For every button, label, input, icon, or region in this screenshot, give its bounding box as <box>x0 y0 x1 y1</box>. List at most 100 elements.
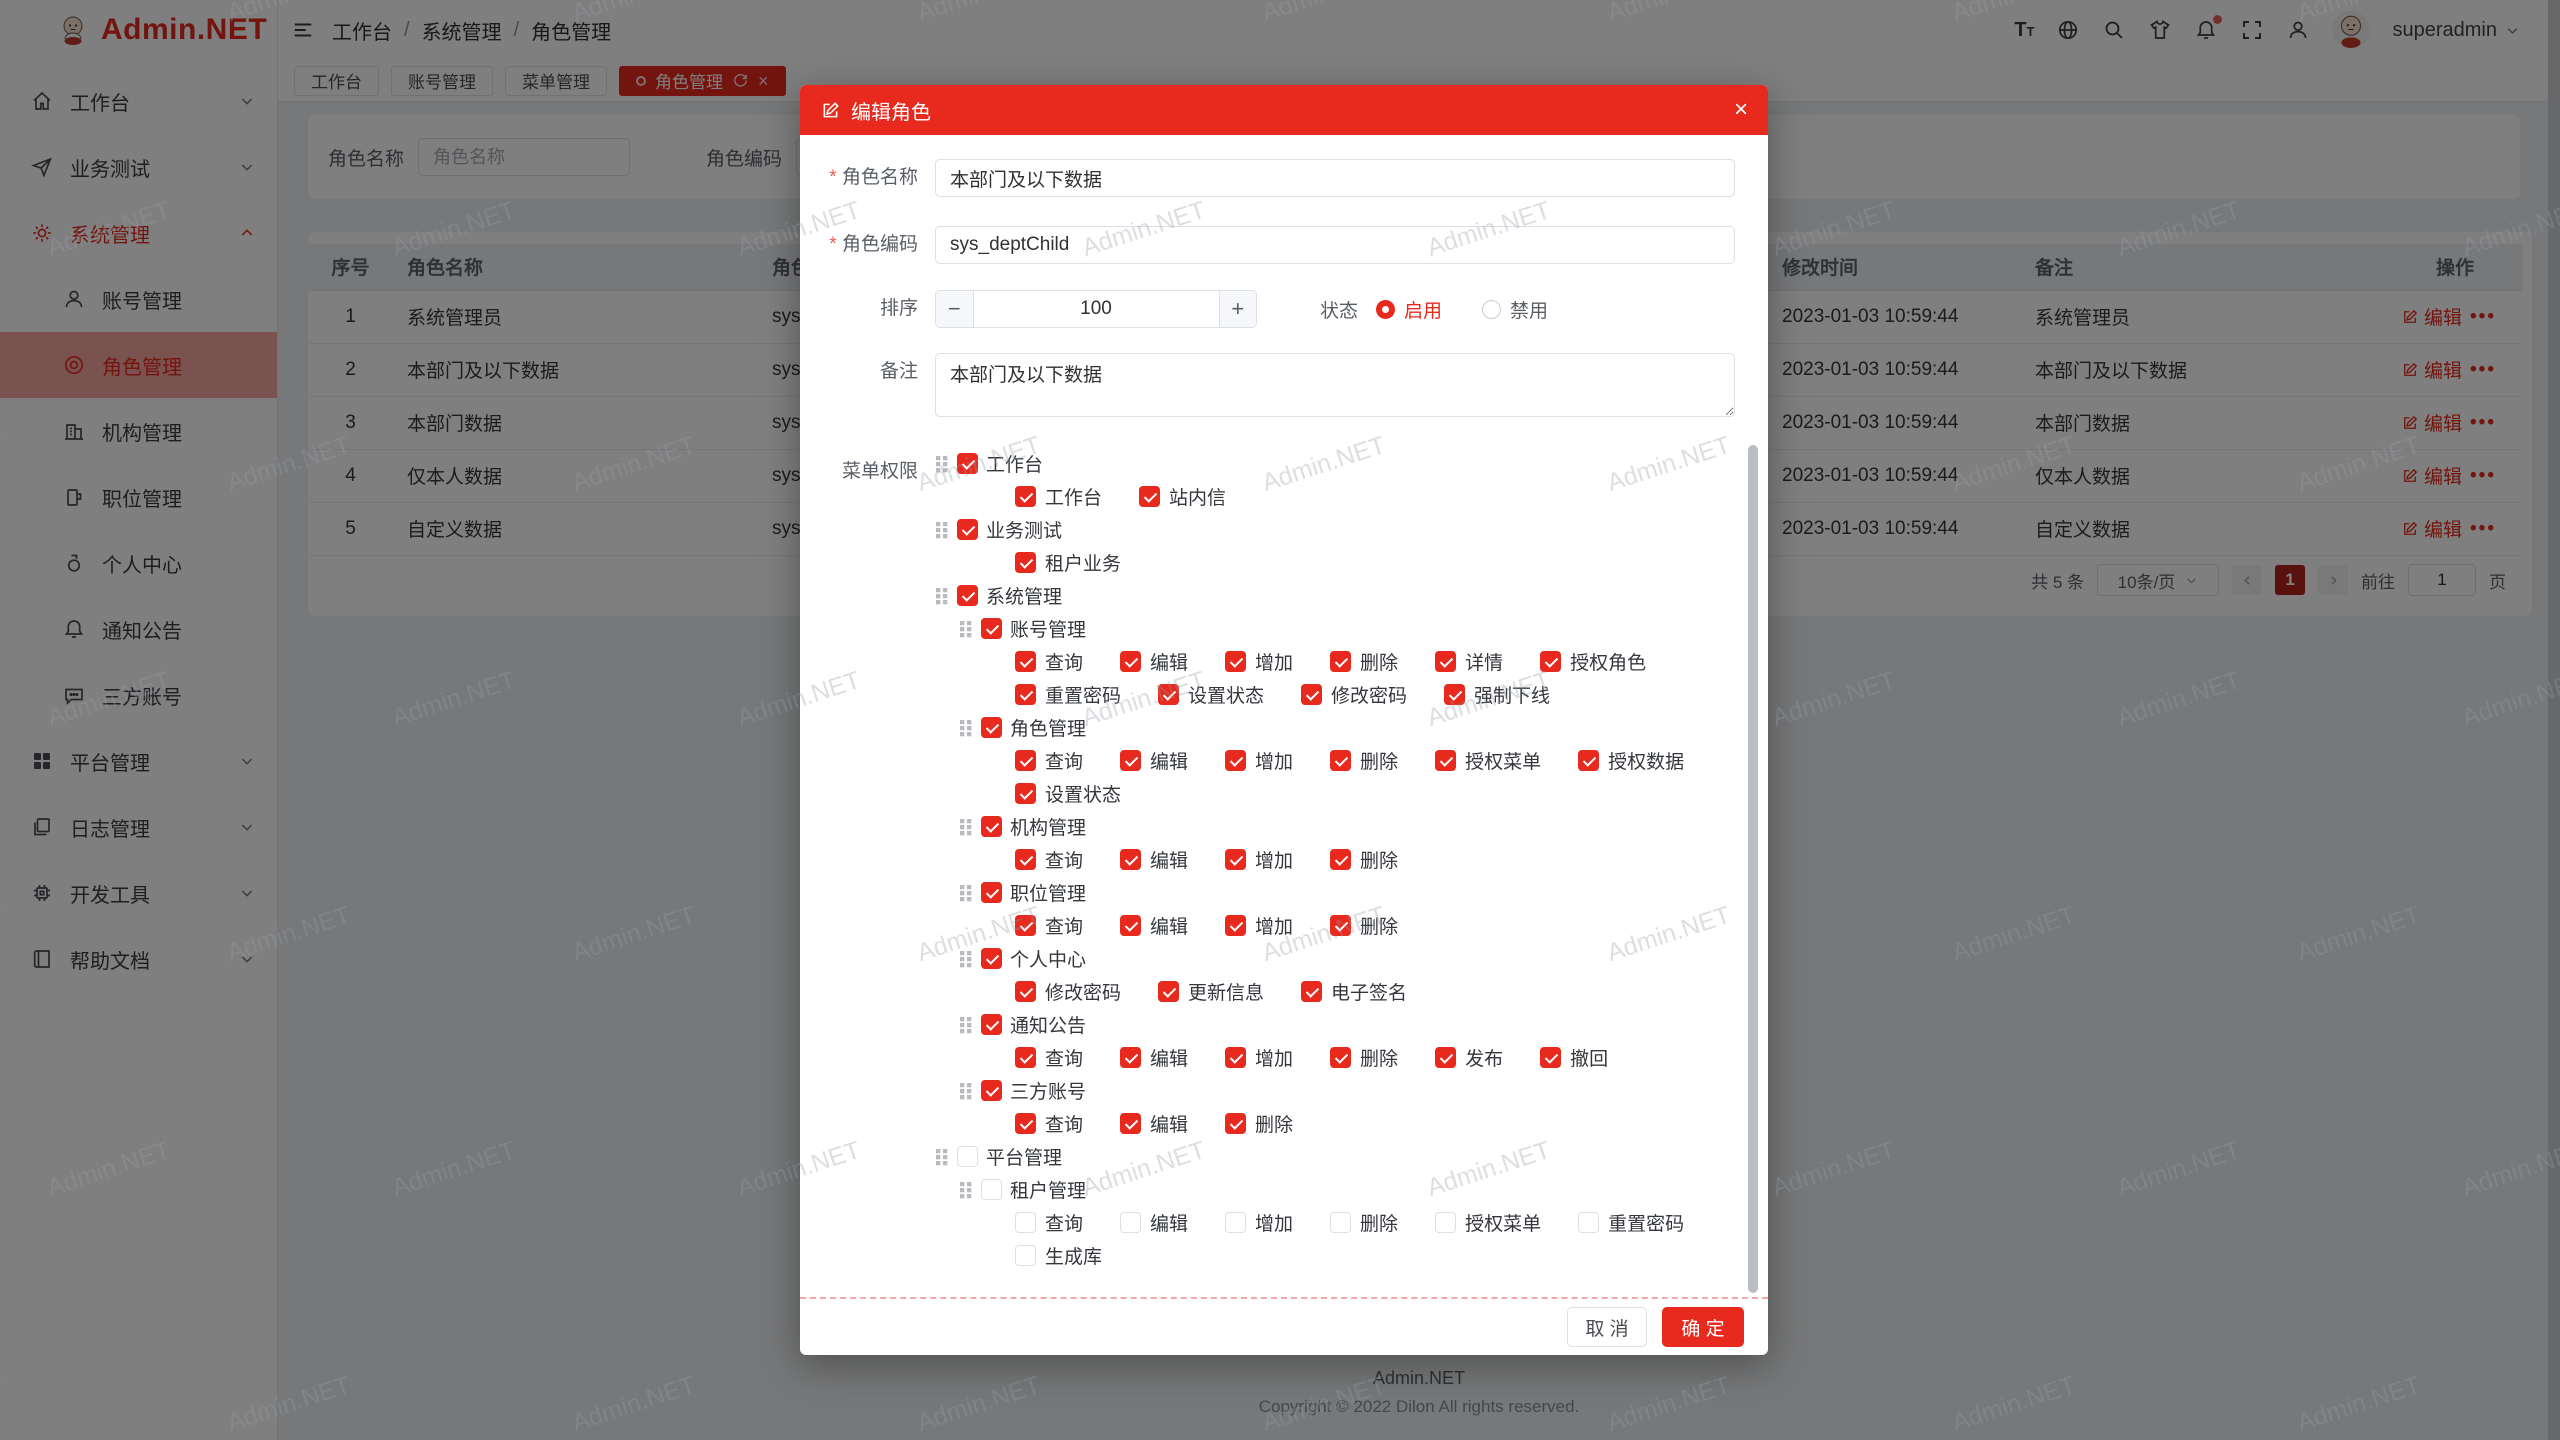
remark-textarea[interactable]: 本部门及以下数据 <box>935 353 1735 417</box>
perm-item[interactable]: 撤回 <box>1540 1044 1608 1071</box>
perm-checkbox[interactable] <box>1015 684 1036 705</box>
drag-handle-icon[interactable] <box>935 587 949 605</box>
perm-checkbox[interactable] <box>1015 849 1036 870</box>
perm-checkbox[interactable] <box>1540 651 1562 672</box>
perm-item[interactable]: 删除 <box>1330 1044 1398 1071</box>
perm-item[interactable]: 更新信息 <box>1158 978 1264 1005</box>
perm-item[interactable]: 租户业务 <box>1015 549 1121 576</box>
perm-checkbox[interactable] <box>1578 750 1600 771</box>
drag-handle-icon[interactable] <box>959 818 973 836</box>
perm-checkbox[interactable] <box>1120 651 1142 672</box>
tree-node-label[interactable]: 系统管理 <box>986 587 1063 608</box>
perm-item[interactable]: 查询 <box>1015 648 1083 675</box>
perm-item[interactable]: 设置状态 <box>1015 780 1121 807</box>
perm-checkbox[interactable] <box>1225 849 1247 870</box>
perm-item[interactable]: 编辑 <box>1120 648 1188 675</box>
perm-item[interactable]: 增加 <box>1225 912 1293 939</box>
perm-item[interactable]: 删除 <box>1330 648 1398 675</box>
perm-item[interactable]: 授权角色 <box>1540 648 1646 675</box>
perm-checkbox[interactable] <box>1330 849 1352 870</box>
tree-node-label[interactable]: 三方账号 <box>1010 1082 1087 1103</box>
node-checkbox[interactable] <box>957 519 978 540</box>
node-checkbox[interactable] <box>981 1080 1002 1101</box>
perm-checkbox[interactable] <box>1120 1113 1142 1134</box>
perm-checkbox[interactable] <box>1330 915 1352 936</box>
perm-item[interactable]: 编辑 <box>1120 747 1188 774</box>
perm-checkbox[interactable] <box>1225 750 1247 771</box>
perm-checkbox[interactable] <box>1120 849 1142 870</box>
perm-checkbox[interactable] <box>1015 552 1036 573</box>
perm-item[interactable]: 详情 <box>1435 648 1503 675</box>
perm-item[interactable]: 修改密码 <box>1015 978 1121 1005</box>
perm-checkbox[interactable] <box>1015 651 1036 672</box>
drag-handle-icon[interactable] <box>959 719 973 737</box>
perm-checkbox[interactable] <box>1435 750 1457 771</box>
perm-checkbox[interactable] <box>1120 915 1142 936</box>
perm-checkbox[interactable] <box>1015 981 1036 1002</box>
perm-item[interactable]: 增加 <box>1225 1044 1293 1071</box>
perm-checkbox[interactable] <box>1435 651 1457 672</box>
perm-item[interactable]: 编辑 <box>1120 1209 1188 1236</box>
perm-item[interactable]: 站内信 <box>1139 483 1226 510</box>
perm-item[interactable]: 编辑 <box>1120 1110 1188 1137</box>
perm-checkbox[interactable] <box>1015 486 1036 507</box>
perm-item[interactable]: 增加 <box>1225 846 1293 873</box>
drag-handle-icon[interactable] <box>959 1082 973 1100</box>
perm-item[interactable]: 重置密码 <box>1578 1209 1684 1236</box>
perm-item[interactable]: 生成库 <box>1015 1242 1102 1269</box>
perm-item[interactable]: 删除 <box>1330 912 1398 939</box>
perm-checkbox[interactable] <box>1578 1212 1600 1233</box>
perm-item[interactable]: 电子签名 <box>1301 978 1407 1005</box>
tree-node-label[interactable]: 账号管理 <box>1010 620 1087 641</box>
tree-scrollbar[interactable] <box>1748 445 1758 1293</box>
perm-checkbox[interactable] <box>1120 1212 1142 1233</box>
perm-item[interactable]: 授权数据 <box>1578 747 1684 774</box>
perm-item[interactable]: 增加 <box>1225 747 1293 774</box>
perm-checkbox[interactable] <box>1444 684 1466 705</box>
perm-checkbox[interactable] <box>1330 651 1352 672</box>
decrease-button[interactable]: − <box>936 291 974 327</box>
node-checkbox[interactable] <box>957 585 978 606</box>
role-name-input[interactable] <box>935 159 1735 197</box>
perm-item[interactable]: 工作台 <box>1015 483 1102 510</box>
perm-checkbox[interactable] <box>1139 486 1161 507</box>
perm-checkbox[interactable] <box>1015 1113 1036 1134</box>
node-checkbox[interactable] <box>981 1179 1002 1200</box>
perm-item[interactable]: 查询 <box>1015 912 1083 939</box>
perm-item[interactable]: 查询 <box>1015 846 1083 873</box>
status-enabled-radio[interactable]: 启用 <box>1376 296 1442 323</box>
perm-item[interactable]: 修改密码 <box>1301 681 1407 708</box>
perm-checkbox[interactable] <box>1015 1212 1036 1233</box>
perm-checkbox[interactable] <box>1158 684 1180 705</box>
node-checkbox[interactable] <box>981 618 1002 639</box>
tree-node-label[interactable]: 角色管理 <box>1010 719 1087 740</box>
tree-node-label[interactable]: 租户管理 <box>1010 1181 1087 1202</box>
node-checkbox[interactable] <box>981 717 1002 738</box>
perm-checkbox[interactable] <box>1225 1113 1247 1134</box>
tree-node-label[interactable]: 机构管理 <box>1010 818 1087 839</box>
perm-item[interactable]: 增加 <box>1225 648 1293 675</box>
drag-handle-icon[interactable] <box>935 1148 949 1166</box>
cancel-button[interactable]: 取 消 <box>1567 1307 1647 1347</box>
drag-handle-icon[interactable] <box>935 455 949 473</box>
perm-checkbox[interactable] <box>1120 1047 1142 1068</box>
perm-item[interactable]: 授权菜单 <box>1435 1209 1541 1236</box>
tree-node-label[interactable]: 通知公告 <box>1010 1016 1087 1037</box>
perm-checkbox[interactable] <box>1015 783 1036 804</box>
perm-item[interactable]: 查询 <box>1015 1110 1083 1137</box>
perm-item[interactable]: 编辑 <box>1120 1044 1188 1071</box>
node-checkbox[interactable] <box>981 816 1002 837</box>
close-icon[interactable]: × <box>1733 96 1748 123</box>
perm-checkbox[interactable] <box>1015 915 1036 936</box>
node-checkbox[interactable] <box>957 453 978 474</box>
perm-checkbox[interactable] <box>1330 1212 1352 1233</box>
perm-checkbox[interactable] <box>1330 750 1352 771</box>
drag-handle-icon[interactable] <box>959 1181 973 1199</box>
node-checkbox[interactable] <box>981 882 1002 903</box>
perm-checkbox[interactable] <box>1435 1047 1457 1068</box>
perm-item[interactable]: 查询 <box>1015 747 1083 774</box>
perm-checkbox[interactable] <box>1225 1212 1247 1233</box>
perm-item[interactable]: 发布 <box>1435 1044 1503 1071</box>
perm-item[interactable]: 编辑 <box>1120 912 1188 939</box>
tree-node-label[interactable]: 平台管理 <box>986 1148 1063 1169</box>
